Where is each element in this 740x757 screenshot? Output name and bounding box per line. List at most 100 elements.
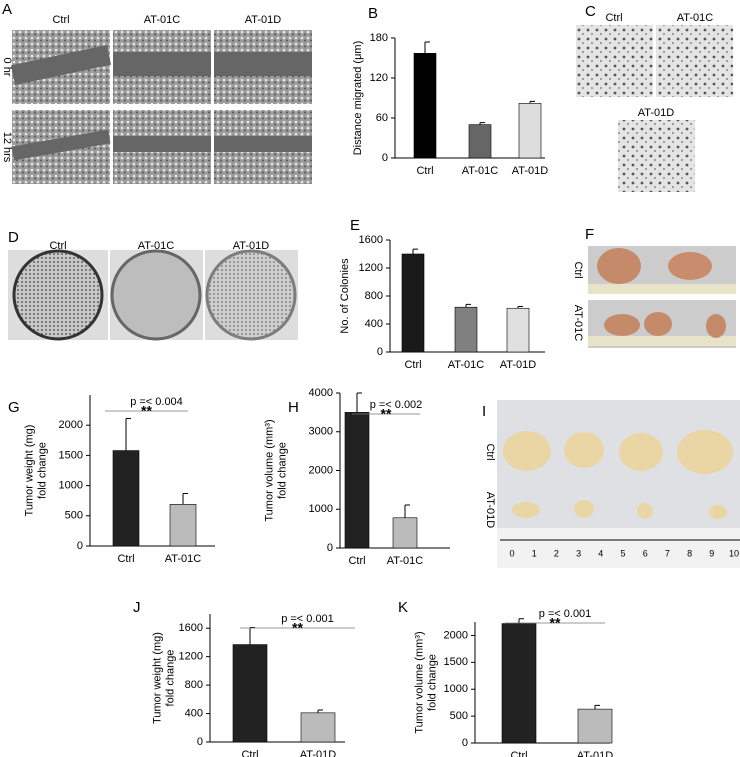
row-label: Ctrl <box>572 261 584 278</box>
x-tick-label: AT-01D <box>512 165 549 177</box>
panel-letter: A <box>2 1 12 18</box>
y-axis-label: fold change <box>276 442 288 499</box>
x-tick-label: AT-01C <box>387 555 424 567</box>
error-bar <box>356 392 362 413</box>
column-label: Ctrl <box>52 14 69 26</box>
image-label: AT-01D <box>233 240 270 252</box>
bar <box>392 517 418 549</box>
bar <box>518 103 542 159</box>
bar <box>169 504 197 547</box>
y-tick-label: 1200 <box>359 262 383 274</box>
y-tick-label: 180 <box>370 32 388 44</box>
y-axis-label: Distance migrated (μm) <box>352 41 364 156</box>
error-bar <box>594 704 600 710</box>
x-tick-label: Ctrl <box>416 165 433 177</box>
error-bar <box>125 418 131 451</box>
panel-letter: G <box>8 399 20 416</box>
column-label: AT-01C <box>144 14 181 26</box>
y-tick-label: 60 <box>376 112 388 124</box>
y-tick-label: 0 <box>382 152 388 164</box>
y-axis-label: Tumor weight (mg) <box>23 425 35 517</box>
bar <box>401 253 425 353</box>
panel-letter: F <box>585 226 594 243</box>
error-bar <box>424 41 430 54</box>
bar <box>501 623 537 744</box>
p-value: p =< 0.001 <box>281 613 334 625</box>
row-label: AT-01C <box>572 305 584 342</box>
p-value: p =< 0.004 <box>130 396 183 408</box>
image-label: Ctrl <box>49 240 66 252</box>
error-bar <box>412 248 418 254</box>
image-label: AT-01D <box>638 107 675 119</box>
y-tick-label: 3000 <box>309 426 333 438</box>
bar <box>468 124 492 159</box>
y-axis-label: No. of Colonies <box>339 258 351 334</box>
image-label: AT-01C <box>677 12 714 24</box>
y-axis-label: Tumor volume (mm³) <box>263 419 275 521</box>
error-bar <box>249 627 255 645</box>
panel-letter: C <box>585 3 596 20</box>
x-tick-label: Ctrl <box>241 749 258 757</box>
significance-stars: ** <box>292 620 303 636</box>
y-tick-label: 1000 <box>59 480 83 492</box>
panel-letter: H <box>288 399 299 416</box>
significance-stars: ** <box>550 615 561 631</box>
y-tick-label: 1500 <box>444 656 468 668</box>
y-tick-label: 0 <box>377 346 383 358</box>
y-tick-label: 1500 <box>59 449 83 461</box>
y-tick-label: 1600 <box>179 622 203 634</box>
y-tick-label: 2000 <box>59 419 83 431</box>
y-tick-label: 2000 <box>444 629 468 641</box>
x-tick-label: Ctrl <box>404 359 421 371</box>
panel-letter: D <box>8 229 19 246</box>
ruler-label: 6 <box>643 548 648 558</box>
panel-a-images <box>10 30 312 184</box>
ruler-label: 5 <box>620 548 625 558</box>
x-tick-label: AT-01D <box>577 750 614 757</box>
bar <box>506 307 530 353</box>
panel-letter: J <box>133 599 141 616</box>
error-bar <box>465 303 471 308</box>
column-label: AT-01D <box>245 14 282 26</box>
y-axis-label: fold change <box>36 442 48 499</box>
y-axis-label: Tumor volume (mm³) <box>413 631 425 733</box>
y-tick-label: 0 <box>327 542 333 554</box>
x-tick-label: Ctrl <box>117 553 134 565</box>
y-tick-label: 800 <box>185 679 203 691</box>
x-tick-label: Ctrl <box>348 555 365 567</box>
bar <box>344 412 370 549</box>
ruler-label: 2 <box>554 548 559 558</box>
ruler-label: 10 <box>729 548 739 558</box>
bar <box>413 53 437 159</box>
y-tick-label: 0 <box>197 736 203 748</box>
row-label: AT-01D <box>484 492 496 529</box>
y-tick-label: 4000 <box>309 387 333 399</box>
panel-letter: I <box>482 403 486 420</box>
y-tick-label: 500 <box>65 510 83 522</box>
bar <box>300 712 336 743</box>
significance-stars: ** <box>141 403 152 419</box>
bar <box>232 644 268 743</box>
error-bar <box>404 504 410 518</box>
panel-i-images <box>497 400 740 568</box>
error-bar <box>529 100 535 104</box>
row-label: 12 hrs <box>1 132 13 163</box>
row-label: 0 hr <box>1 58 13 77</box>
x-tick-label: Ctrl <box>510 750 527 757</box>
error-bar <box>517 306 523 309</box>
y-tick-label: 120 <box>370 72 388 84</box>
ruler-label: 8 <box>687 548 692 558</box>
bar <box>112 450 140 547</box>
x-tick-label: AT-01D <box>500 359 537 371</box>
error-bar <box>479 122 485 125</box>
row-label: Ctrl <box>484 443 496 460</box>
panel-letter: E <box>350 217 360 234</box>
x-tick-label: AT-01C <box>448 359 485 371</box>
ruler-label: 3 <box>576 548 581 558</box>
y-tick-label: 1600 <box>359 234 383 246</box>
x-tick-label: AT-01C <box>462 165 499 177</box>
y-tick-label: 400 <box>185 707 203 719</box>
p-value: p =< 0.002 <box>370 399 423 411</box>
panel-c-images <box>576 25 733 192</box>
